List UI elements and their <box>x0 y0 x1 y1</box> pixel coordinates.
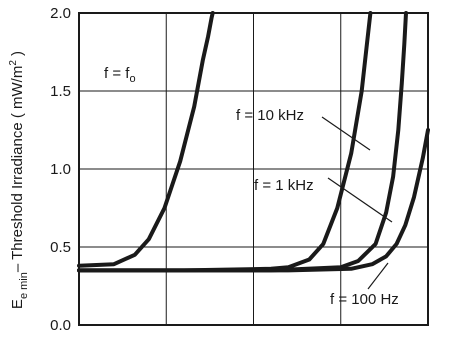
y-axis-label-close: ) <box>9 51 26 60</box>
series-label-main: f = f <box>104 65 130 82</box>
series-label-f-fo: f = fo <box>104 65 136 85</box>
annotation-leader-f-1-khz <box>327 177 393 223</box>
series-line-f-fo <box>77 11 215 268</box>
y-tick-label: 0.0 <box>50 317 71 334</box>
annotation-leader-f-10-khz <box>321 116 371 151</box>
series-label-main: f = 1 kHz <box>254 177 314 194</box>
series-label-f-100-hz: f = 100 Hz <box>330 291 399 308</box>
y-axis-label: Ee min– Threshold Irradiance ( mW/m2 ) <box>8 51 30 309</box>
series-line-f-10-khz <box>77 11 373 273</box>
curve-annotations: f = fo f = 10 kHz f = 1 kHz f = 100 Hz <box>104 65 399 308</box>
y-tick-label: 0.5 <box>50 239 71 256</box>
series-line-f-100-hz <box>77 128 430 273</box>
y-tick-label: 2.0 <box>50 5 71 22</box>
series-label-f-1-khz: f = 1 kHz <box>254 177 314 194</box>
y-axis-label-symbol: E <box>9 299 26 309</box>
y-tick-label: 1.5 <box>50 83 71 100</box>
series-label-main: f = 100 Hz <box>330 291 399 308</box>
y-tick-label: 1.0 <box>50 161 71 178</box>
curves <box>77 11 430 273</box>
plot-frame <box>78 12 429 326</box>
series-label-f-10-khz: f = 10 kHz <box>236 107 304 124</box>
y-axis-label-subscript: e min <box>18 272 30 299</box>
series-label-main: f = 10 kHz <box>236 107 304 124</box>
y-tick-labels: 0.0 0.5 1.0 1.5 2.0 <box>50 5 71 334</box>
y-axis-label-superscript: 2 <box>8 60 19 66</box>
series-label-subscript: o <box>129 73 135 85</box>
annotation-leader-f-100-hz <box>367 262 389 290</box>
y-axis-label-text: – Threshold Irradiance ( mW/m <box>9 66 26 272</box>
